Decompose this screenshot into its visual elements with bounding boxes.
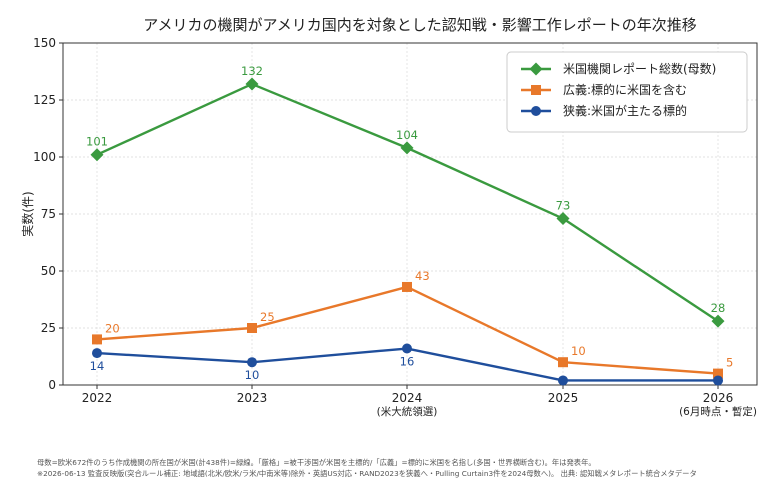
y-tick-label: 25 bbox=[41, 321, 56, 335]
footnote-2: ※2026-06-13 監査反映版(突合ルール補正: 地域語(北米/欧米/ラ米/… bbox=[37, 469, 697, 478]
data-point-s3 bbox=[558, 375, 568, 386]
legend-swatch-marker bbox=[531, 106, 541, 116]
data-label-s1: 104 bbox=[396, 128, 418, 142]
x-tick-label: 2025 bbox=[548, 391, 579, 405]
x-tick-sublabel: (米大統領選) bbox=[377, 405, 438, 418]
y-axis-title: 実数(件) bbox=[20, 191, 35, 236]
data-label-s3: 14 bbox=[90, 359, 105, 373]
data-label-layer: 101 132 104 73 28 20 25 43 10 5 14 10 16 bbox=[86, 64, 733, 382]
data-point-s2 bbox=[402, 281, 412, 292]
data-point-s1 bbox=[400, 141, 414, 155]
data-label-s2: 25 bbox=[260, 310, 275, 324]
legend-label: 広義:標的に米国を含む bbox=[563, 82, 687, 97]
legend-box bbox=[506, 51, 748, 133]
data-point-s1 bbox=[245, 77, 259, 91]
x-tick-label: 2023 bbox=[237, 391, 268, 405]
legend-label: 米国機関レポート総数(母数) bbox=[563, 61, 716, 76]
data-label-s3: 10 bbox=[245, 368, 260, 382]
data-label-s2: 20 bbox=[105, 321, 120, 335]
data-label-s2: 5 bbox=[726, 356, 733, 370]
chart-title: アメリカの機関がアメリカ国内を対象とした認知戦・影響工作レポートの年次推移 bbox=[143, 16, 697, 34]
data-point-s3 bbox=[92, 348, 102, 359]
data-point-s1 bbox=[90, 148, 104, 162]
data-label-s1: 132 bbox=[241, 64, 263, 78]
y-tick-label: 50 bbox=[41, 264, 56, 278]
data-point-s2 bbox=[247, 323, 257, 333]
legend-label: 狭義:米国が主たる標的 bbox=[563, 103, 687, 118]
y-tick-label: 100 bbox=[33, 150, 56, 164]
data-point-s3 bbox=[713, 375, 723, 386]
x-tick-label: 2024 bbox=[392, 391, 423, 405]
y-tick-label: 75 bbox=[41, 207, 56, 221]
plot-frame bbox=[62, 42, 758, 386]
data-point-s2 bbox=[558, 357, 568, 368]
data-label-s3: 16 bbox=[400, 355, 415, 369]
data-label-s1: 28 bbox=[711, 301, 726, 315]
y-tick-label: 0 bbox=[48, 378, 56, 392]
legend-swatch-marker bbox=[531, 85, 541, 95]
series-layer bbox=[90, 77, 725, 386]
data-point-s2 bbox=[713, 368, 723, 379]
data-point-s1 bbox=[711, 314, 725, 328]
data-label-s2: 10 bbox=[571, 344, 586, 358]
y-tick-label: 150 bbox=[33, 36, 56, 50]
data-label-s1: 73 bbox=[556, 199, 571, 213]
legend-swatch-marker bbox=[529, 62, 543, 76]
x-tick-label: 2026 bbox=[703, 391, 734, 405]
x-tick-label: 2022 bbox=[82, 391, 113, 405]
data-point-s3 bbox=[402, 343, 412, 354]
data-point-s3 bbox=[247, 357, 257, 368]
data-point-s2 bbox=[92, 334, 102, 345]
y-tick-label: 125 bbox=[33, 93, 56, 107]
data-label-s2: 43 bbox=[415, 269, 430, 283]
data-point-s1 bbox=[556, 212, 570, 226]
x-tick-sublabel: (6月時点・暫定) bbox=[679, 405, 757, 418]
footnote-1: 母数=欧米672件のうち作成機関の所在国が米国(計438件)=緑線。「厳格」=被… bbox=[37, 458, 596, 467]
data-label-s1: 101 bbox=[86, 135, 108, 149]
